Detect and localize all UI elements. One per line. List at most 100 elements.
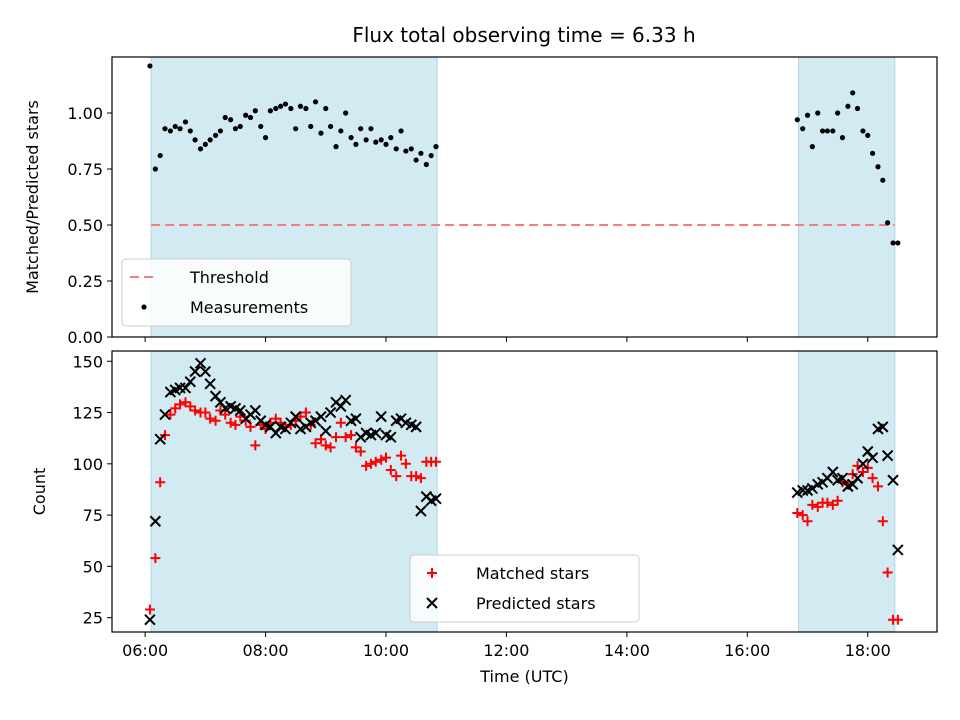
matched-star-point bbox=[807, 499, 818, 510]
matched-star-point bbox=[872, 481, 883, 492]
predicted-star-point bbox=[144, 613, 156, 626]
measurement-point bbox=[243, 112, 249, 118]
measurement-point bbox=[308, 123, 314, 130]
measurement-point bbox=[312, 99, 319, 105]
measurement-point bbox=[247, 114, 254, 121]
measurement-point bbox=[418, 150, 424, 156]
matched-star-point bbox=[361, 460, 372, 471]
predicted-star-point bbox=[289, 410, 302, 423]
predicted-star-point bbox=[851, 472, 864, 484]
x-axis-label: Time (UTC) bbox=[479, 667, 568, 686]
measurement-point bbox=[237, 123, 243, 130]
x-tick-label: 18:00 bbox=[845, 641, 891, 660]
matched-star-point bbox=[867, 473, 878, 484]
x-tick-label: 08:00 bbox=[243, 641, 289, 660]
y-tick-label: 100 bbox=[72, 455, 103, 474]
measurement-point bbox=[815, 110, 821, 116]
measurement-point bbox=[217, 128, 223, 134]
legend-entry-label: Measurements bbox=[190, 298, 308, 317]
matched-star-point bbox=[150, 553, 161, 564]
predicted-star-point bbox=[385, 431, 397, 443]
measurement-point bbox=[800, 126, 806, 132]
matched-star-point bbox=[385, 464, 396, 475]
measurement-point bbox=[152, 166, 158, 172]
measurement-point bbox=[333, 144, 339, 150]
measurement-point bbox=[202, 141, 208, 147]
measurement-point bbox=[197, 146, 204, 152]
matched-star-point bbox=[175, 399, 186, 410]
predicted-star-point bbox=[234, 404, 246, 417]
legend-entry-label: Predicted stars bbox=[476, 594, 596, 613]
matched-star-point bbox=[325, 442, 336, 453]
matched-star-point bbox=[300, 407, 311, 418]
y-axis-label: Count bbox=[30, 468, 49, 516]
measurement-point bbox=[288, 105, 294, 112]
predicted-star-point bbox=[149, 515, 162, 527]
legend-measurement-swatch bbox=[141, 304, 147, 310]
measurement-point bbox=[147, 63, 153, 69]
measurement-point bbox=[232, 126, 239, 132]
predicted-star-point bbox=[154, 433, 166, 445]
predicted-star-point bbox=[204, 378, 216, 390]
predicted-star-point bbox=[892, 544, 904, 556]
measurement-point bbox=[378, 137, 384, 143]
legend-entry-label: Threshold bbox=[189, 268, 269, 287]
measurement-point bbox=[228, 117, 234, 123]
measurement-point bbox=[383, 141, 389, 147]
y-tick-label: 150 bbox=[72, 352, 103, 371]
chart-title: Flux total observing time = 6.33 h bbox=[352, 23, 695, 47]
predicted-star-point bbox=[350, 412, 362, 425]
predicted-star-point bbox=[375, 410, 387, 423]
matched-star-point bbox=[430, 456, 441, 467]
matched-star-point bbox=[155, 477, 166, 488]
y-tick-label: 75 bbox=[83, 506, 103, 525]
predicted-star-point bbox=[320, 425, 332, 437]
matched-star-point bbox=[415, 473, 426, 484]
predicted-star-point bbox=[194, 357, 207, 370]
matched-star-point bbox=[376, 454, 387, 465]
measurement-point bbox=[809, 144, 815, 150]
matched-star-point bbox=[832, 495, 843, 506]
measurement-point bbox=[875, 164, 881, 170]
matched-star-point bbox=[822, 497, 833, 508]
matched-star-point bbox=[190, 405, 201, 416]
predicted-star-point bbox=[370, 427, 382, 439]
measurement-point bbox=[393, 146, 399, 152]
measurement-point bbox=[252, 108, 258, 114]
measurement-point bbox=[363, 137, 369, 143]
measurement-point bbox=[854, 105, 861, 112]
measurement-point bbox=[267, 108, 273, 114]
matched-star-point bbox=[802, 516, 813, 527]
predicted-star-point bbox=[887, 474, 899, 486]
y-tick-label: 0.75 bbox=[67, 160, 103, 179]
measurement-point bbox=[860, 128, 866, 134]
axes-frame bbox=[111, 350, 938, 633]
matched-star-point bbox=[346, 430, 357, 441]
observing-window-span bbox=[797, 56, 896, 338]
predicted-star-point bbox=[315, 410, 327, 423]
measurement-point bbox=[880, 177, 886, 183]
measurement-point bbox=[162, 126, 168, 132]
matched-star-point bbox=[331, 432, 342, 443]
top-panel: 0.00 0.25 0.50 0.75 1.00 Matched/Predicted st… bbox=[23, 56, 938, 347]
measurement-point bbox=[282, 101, 289, 107]
measurement-point bbox=[433, 144, 439, 150]
observing-window-span bbox=[797, 350, 896, 633]
measurement-point bbox=[192, 137, 198, 143]
matched-star-point bbox=[210, 415, 221, 426]
matched-star-point bbox=[877, 516, 888, 527]
measurement-point bbox=[327, 123, 334, 130]
predicted-star-point bbox=[189, 365, 201, 378]
measurement-point bbox=[839, 135, 846, 141]
predicted-star-point bbox=[199, 365, 212, 378]
measurement-point bbox=[895, 240, 901, 246]
y-tick-label: 0.25 bbox=[67, 272, 103, 291]
matched-star-point bbox=[295, 411, 306, 422]
measurement-point bbox=[293, 126, 299, 132]
bottom-panel: 25 50 75 100 125 150 06:00 08:00 10:00 12:00 14:00… bbox=[30, 350, 938, 686]
measurement-point bbox=[428, 152, 434, 159]
matched-star-point bbox=[225, 417, 236, 428]
measurement-point bbox=[177, 126, 183, 132]
predicted-star-point bbox=[877, 421, 889, 433]
predicted-star-point bbox=[324, 406, 337, 419]
